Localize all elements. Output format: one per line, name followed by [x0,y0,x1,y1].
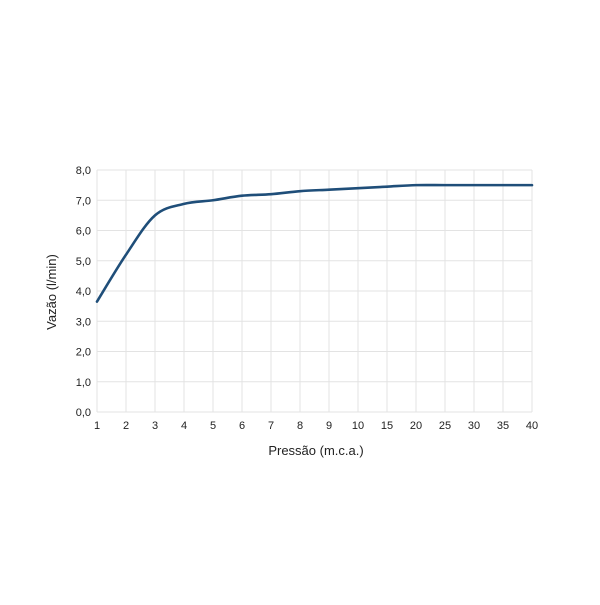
y-tick-label: 6,0 [76,226,91,238]
y-tick-label: 0,0 [76,407,91,419]
x-tick-label: 4 [181,420,187,432]
x-tick-label: 40 [526,420,538,432]
x-tick-label: 3 [152,420,158,432]
x-tick-label: 30 [468,420,480,432]
y-tick-label: 7,0 [76,195,91,207]
x-axis-title: Pressão (m.c.a.) [268,443,363,458]
x-tick-label: 35 [497,420,509,432]
x-tick-label: 1 [94,420,100,432]
y-axis-title: Vazão (l/min) [44,254,59,330]
y-axis-ticks: 0,0 1,0 2,0 3,0 4,0 5,0 6,0 7,0 8,0 [76,165,91,419]
x-axis-ticks: 1 2 3 4 5 6 7 8 9 10 15 20 25 30 35 40 [94,420,538,432]
y-tick-label: 5,0 [76,256,91,268]
x-tick-label: 6 [239,420,245,432]
x-tick-label: 20 [410,420,422,432]
y-tick-label: 2,0 [76,347,91,359]
x-tick-label: 9 [326,420,332,432]
x-tick-label: 2 [123,420,129,432]
x-tick-label: 7 [268,420,274,432]
x-tick-label: 5 [210,420,216,432]
series-line [97,185,532,302]
x-tick-label: 25 [439,420,451,432]
series-layer [97,185,532,302]
y-tick-label: 3,0 [76,316,91,328]
x-tick-label: 8 [297,420,303,432]
y-tick-label: 8,0 [76,165,91,177]
x-tick-label: 10 [352,420,364,432]
y-tick-label: 4,0 [76,286,91,298]
y-tick-label: 1,0 [76,377,91,389]
grid [97,170,532,412]
x-tick-label: 15 [381,420,393,432]
